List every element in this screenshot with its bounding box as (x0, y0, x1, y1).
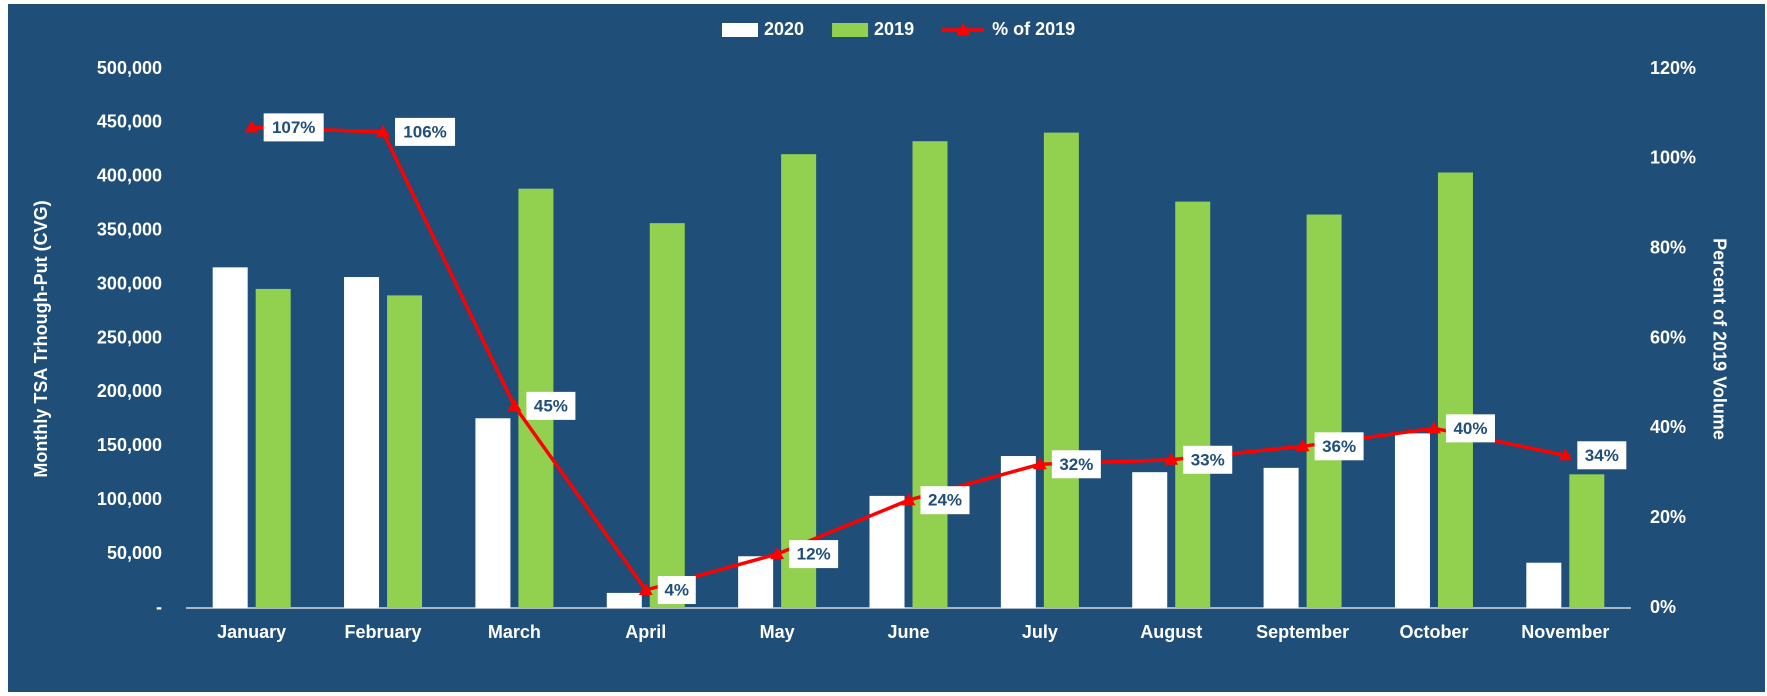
data-label: 40% (1453, 419, 1487, 438)
data-label: 24% (928, 491, 962, 510)
y2-tick-label: 120% (1650, 58, 1696, 78)
y2-tick-label: 100% (1650, 148, 1696, 168)
data-label-box (1577, 441, 1627, 470)
bar (1175, 201, 1211, 608)
bar (387, 295, 423, 608)
data-label: 45% (534, 396, 568, 415)
bar (1437, 172, 1473, 608)
bar (1263, 467, 1299, 608)
bar (606, 592, 642, 608)
data-label: 107% (272, 118, 315, 137)
y-tick-label: 150,000 (97, 435, 162, 455)
y-tick-label: 250,000 (97, 327, 162, 347)
legend-label: 2019 (874, 19, 914, 39)
bar (781, 154, 817, 609)
legend-marker (956, 23, 971, 35)
data-label: 12% (797, 545, 831, 564)
bar (912, 141, 948, 608)
y-tick-label: 100,000 (97, 489, 162, 509)
y-tick-label: 350,000 (97, 219, 162, 239)
data-label-box (920, 486, 970, 515)
y-tick-label: 200,000 (97, 381, 162, 401)
x-tick-label: September (1256, 622, 1349, 642)
bar (1306, 214, 1342, 608)
data-label-box (1051, 450, 1101, 479)
line-marker (901, 493, 916, 506)
y-axis-title: Monthly TSA Trhough-Put (CVG) (31, 200, 51, 477)
data-label-box (1314, 432, 1364, 461)
bar (1043, 132, 1079, 609)
data-label-box (263, 113, 324, 142)
x-tick-label: March (488, 622, 541, 642)
bar (212, 267, 248, 608)
bar (1526, 562, 1562, 608)
x-tick-label: January (217, 622, 286, 642)
data-label: 106% (403, 122, 446, 141)
x-tick-label: May (760, 622, 795, 642)
bar (649, 223, 685, 609)
line-marker (1295, 439, 1310, 452)
data-label: 4% (664, 581, 689, 600)
line-marker (376, 124, 391, 137)
y-tick-label: 50,000 (107, 543, 162, 563)
y2-tick-label: 0% (1650, 597, 1676, 617)
data-label-box (1445, 414, 1495, 443)
x-tick-label: November (1521, 622, 1609, 642)
y-tick-label: 500,000 (97, 58, 162, 78)
y2-tick-label: 80% (1650, 237, 1686, 257)
data-label-box (395, 117, 456, 146)
bar (1000, 456, 1036, 608)
bar (1394, 433, 1430, 608)
line-marker (244, 120, 259, 133)
y-tick-label: 400,000 (97, 166, 162, 186)
legend-label: 2020 (764, 19, 804, 39)
bar (1569, 474, 1605, 608)
data-label: 33% (1191, 450, 1225, 469)
bar (344, 277, 380, 608)
line-marker (1558, 448, 1573, 461)
line-marker (507, 398, 522, 411)
line-marker (1426, 421, 1441, 434)
data-label: 34% (1585, 446, 1619, 465)
data-label-box (789, 540, 839, 569)
line-marker (1032, 457, 1047, 470)
x-tick-label: October (1399, 622, 1468, 642)
y-tick-label: 450,000 (97, 112, 162, 132)
legend-swatch (832, 23, 869, 37)
bar (475, 418, 511, 608)
x-tick-label: August (1140, 622, 1202, 642)
line-marker (638, 583, 653, 596)
y2-tick-label: 40% (1650, 417, 1686, 437)
x-tick-label: July (1022, 622, 1058, 642)
data-label-box (657, 576, 696, 605)
data-label: 36% (1322, 437, 1356, 456)
legend-label: % of 2019 (992, 19, 1075, 39)
bar (255, 288, 291, 608)
y2-tick-label: 60% (1650, 327, 1686, 347)
x-tick-label: April (625, 622, 666, 642)
bar (1132, 472, 1168, 608)
data-label: 32% (1059, 455, 1093, 474)
y-tick-label: - (156, 597, 162, 617)
data-label-box (526, 391, 576, 420)
x-tick-label: February (345, 622, 422, 642)
y-tick-label: 300,000 (97, 273, 162, 293)
y2-tick-label: 20% (1650, 507, 1686, 527)
line-marker (770, 547, 785, 560)
line-marker (1164, 452, 1179, 465)
x-tick-label: June (887, 622, 929, 642)
legend-swatch (722, 23, 758, 37)
y2-axis-title: Percent of 2019 Volume (1709, 238, 1729, 440)
data-label-box (1183, 445, 1233, 474)
